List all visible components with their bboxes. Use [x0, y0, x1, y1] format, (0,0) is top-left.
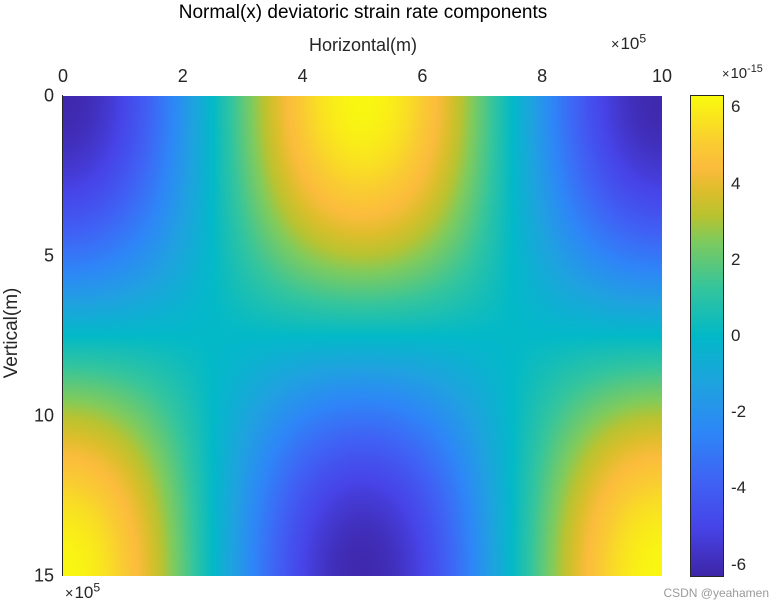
chart-title: Normal(x) deviatoric strain rate compone… [178, 2, 548, 23]
colorbar-tick-label: -2 [731, 402, 747, 422]
x-tick-label: 2 [177, 66, 188, 86]
x-tick-label: 6 [417, 66, 428, 86]
colorbar-tick-label: -4 [731, 478, 747, 498]
colorbar-tick-label: 4 [731, 173, 741, 193]
y-tick-label: 10 [33, 405, 54, 426]
x-tick-label: 4 [297, 66, 308, 86]
y-tick-label: 15 [33, 565, 54, 586]
heatmap-plot-area [63, 96, 662, 576]
y-tick-label: 5 [43, 245, 54, 266]
x-tick-label: 0 [57, 66, 69, 86]
colorbar [691, 96, 723, 576]
y-axis-exponent: ×105 [65, 580, 101, 602]
x-tick-label: 10 [651, 66, 673, 86]
x-tick-label: 8 [537, 66, 548, 86]
colorbar-tick-label: 2 [731, 249, 741, 269]
x-axis-exponent: ×105 [611, 31, 647, 53]
x-axis-label: Horizontal(m) [308, 35, 418, 55]
colorbar-tick-label: 6 [731, 97, 741, 117]
y-tick-label: 0 [43, 85, 54, 106]
colorbar-exponent: ×10-15 [722, 63, 763, 82]
watermark: CSDN @yeahamen [663, 586, 769, 600]
y-axis-label: Vertical(m) [1, 287, 22, 379]
colorbar-tick-label: 0 [731, 326, 741, 345]
colorbar-tick-label: -6 [731, 554, 747, 574]
